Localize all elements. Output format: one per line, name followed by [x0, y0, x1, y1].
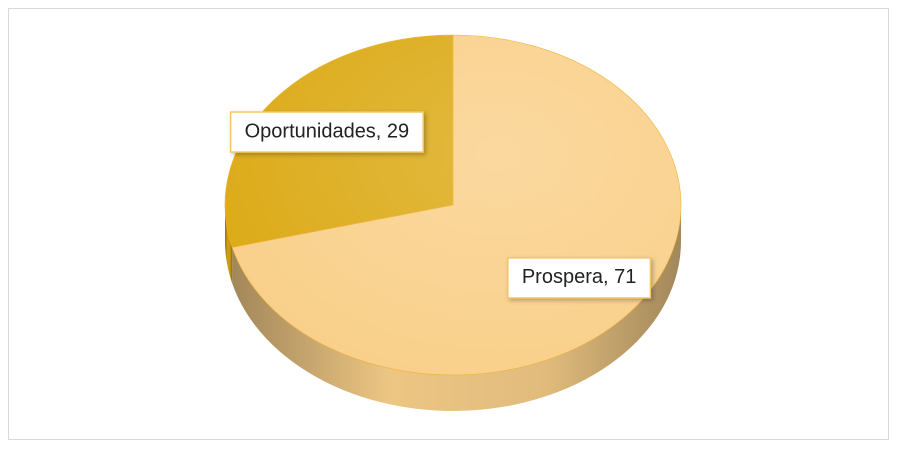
data-label: Oportunidades, 29 [245, 120, 410, 142]
data-label: Prospera, 71 [522, 266, 637, 288]
data-label-box [507, 257, 652, 299]
top-shine [225, 35, 681, 375]
data-label-box [229, 111, 424, 153]
slice-side-shade [232, 205, 682, 412]
slice-side-shade [225, 205, 233, 284]
